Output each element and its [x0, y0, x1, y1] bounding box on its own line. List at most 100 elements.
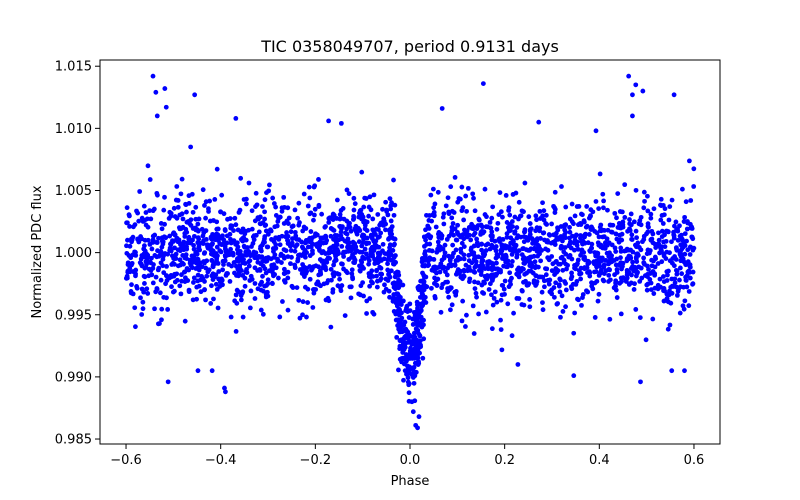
- data-point: [129, 260, 135, 266]
- data-point: [349, 267, 355, 273]
- data-point: [133, 267, 139, 273]
- data-point: [612, 245, 618, 251]
- data-point: [614, 256, 620, 262]
- data-point: [139, 312, 145, 317]
- data-point: [150, 280, 156, 286]
- data-point: [319, 211, 325, 217]
- data-point: [246, 249, 252, 254]
- y-tick-label: 1.005: [55, 184, 92, 199]
- data-point: [540, 213, 546, 219]
- data-point: [214, 244, 220, 250]
- data-point: [262, 236, 267, 242]
- data-point: [447, 257, 453, 262]
- data-point: [167, 233, 173, 239]
- data-point: [172, 214, 178, 219]
- data-point: [301, 224, 307, 230]
- data-point: [342, 313, 348, 318]
- data-point: [659, 234, 665, 239]
- data-point: [205, 269, 211, 275]
- data-point: [593, 199, 599, 204]
- data-point: [569, 201, 575, 207]
- data-point: [260, 204, 265, 209]
- data-point: [463, 193, 469, 199]
- data-point: [532, 259, 538, 265]
- data-point: [463, 324, 468, 329]
- data-point: [604, 236, 610, 242]
- data-point: [567, 235, 572, 241]
- data-point: [499, 282, 505, 288]
- data-point: [345, 243, 351, 249]
- data-point: [324, 280, 330, 286]
- data-point: [374, 273, 379, 279]
- data-point: [488, 225, 493, 231]
- data-point: [124, 273, 130, 279]
- data-point: [260, 273, 265, 279]
- data-point: [333, 256, 339, 262]
- data-point: [175, 198, 181, 203]
- data-point: [399, 329, 405, 335]
- data-point: [158, 221, 164, 226]
- data-point: [596, 255, 602, 261]
- data-point: [608, 256, 613, 262]
- data-point: [648, 211, 654, 217]
- data-point: [411, 339, 417, 345]
- data-point: [551, 203, 556, 209]
- data-point: [159, 226, 165, 232]
- data-point: [601, 198, 606, 204]
- data-point: [512, 230, 518, 236]
- data-point: [521, 279, 526, 285]
- data-point: [210, 231, 215, 237]
- data-point: [396, 277, 401, 283]
- data-point: [522, 227, 528, 233]
- data-point: [397, 346, 403, 352]
- data-point: [401, 343, 407, 348]
- data-point: [265, 281, 271, 287]
- data-point: [536, 119, 542, 125]
- data-point: [267, 182, 272, 188]
- data-point: [573, 232, 579, 238]
- data-point: [470, 303, 476, 309]
- data-point: [482, 280, 487, 286]
- data-point: [443, 269, 448, 275]
- data-point: [259, 279, 265, 285]
- data-point: [480, 81, 486, 87]
- data-point: [508, 228, 513, 233]
- data-point: [301, 191, 307, 197]
- data-point: [601, 278, 607, 284]
- data-point: [646, 266, 651, 272]
- x-tick-label: 0.2: [494, 453, 515, 468]
- data-point: [657, 250, 662, 256]
- data-point: [440, 214, 446, 220]
- data-point: [673, 219, 679, 225]
- data-point: [328, 266, 334, 272]
- data-point: [676, 286, 681, 292]
- data-point: [519, 252, 525, 258]
- data-point: [311, 184, 317, 190]
- data-point: [129, 282, 134, 288]
- data-point: [493, 248, 499, 254]
- y-tick-label: 0.995: [55, 308, 92, 323]
- data-point: [308, 210, 314, 216]
- data-point: [674, 247, 680, 253]
- data-point: [674, 271, 680, 277]
- data-point: [326, 118, 331, 124]
- data-point: [144, 251, 149, 257]
- data-point: [510, 238, 516, 243]
- data-point: [385, 261, 390, 267]
- data-point: [690, 236, 696, 242]
- data-point: [177, 283, 183, 289]
- data-point: [651, 206, 657, 212]
- data-point: [277, 314, 283, 320]
- data-point: [252, 255, 258, 261]
- data-point: [446, 211, 452, 217]
- data-point: [208, 301, 214, 306]
- data-point: [314, 281, 319, 287]
- data-point: [127, 269, 133, 275]
- data-point: [320, 249, 326, 254]
- data-point: [145, 291, 151, 296]
- data-point: [283, 234, 288, 240]
- data-point: [475, 280, 481, 286]
- data-point: [178, 191, 184, 197]
- data-point: [549, 268, 555, 274]
- data-point: [546, 281, 552, 287]
